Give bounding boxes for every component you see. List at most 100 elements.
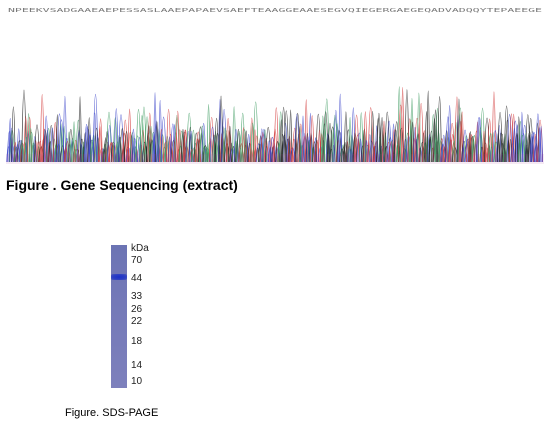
chromatogram-peak [433,109,438,163]
chromatogram-peak [64,141,71,163]
chromatogram-peak [530,131,536,163]
chromatogram-peak [33,136,37,163]
chromatogram-peak [129,132,135,163]
chromatogram-peak [261,128,267,163]
chromatogram-peak [353,114,360,163]
chromatogram-peak [122,119,128,163]
chromatogram-peak [437,96,442,163]
chromatogram-peak [8,118,12,163]
chromatogram-peak [288,147,295,163]
chromatogram-peak [73,139,79,163]
chromatogram-peak [43,115,49,163]
chromatogram-peak [214,118,219,163]
base-call-sequence: NPEEKVSADGAAEAEPESSASLAAEPAPAEVSAEFTEAAG… [8,8,542,14]
chromatogram-peak [367,107,374,163]
chromatogram-peak [338,93,343,163]
chromatogram-peak [304,99,308,163]
chromatogram-peak [329,126,336,163]
chromatogram-peak [253,129,257,163]
chromatogram-peak [375,125,379,163]
chromatogram-peak [483,138,487,163]
chromatogram-peak [483,142,488,163]
chromatogram-peak [468,131,473,163]
chromatogram-peak [62,95,67,163]
chromatogram-peak [139,115,145,163]
chromatogram-peak [359,112,364,163]
chromatogram-peak [511,113,516,163]
chromatogram-peak [125,146,131,163]
chromatogram-peak [498,132,504,163]
gel-lane [111,245,127,388]
chromatogram-peak [84,125,90,163]
chromatogram-peak [358,138,363,163]
chromatogram-peak [98,118,103,163]
chromatogram-peak [228,125,232,163]
chromatogram-peak [532,134,538,163]
marker-label-22: 22 [131,316,143,327]
chromatogram-peak [221,109,227,163]
chromatogram-peak [55,114,60,163]
chromatogram-peak [477,127,484,163]
chromatogram-peak [426,90,430,163]
chromatogram-peak [178,145,183,163]
chromatogram-trace-plot: NPEEKVSADGAAEAEPESSASLAAEPAPAEVSAEFTEAAG… [6,8,544,164]
chromatogram-peak [342,142,348,163]
chromatogram-peak [325,133,330,163]
gel-figure-caption: Figure. SDS-PAGE [65,407,159,419]
marker-label-33: 33 [131,291,143,302]
chromatogram-peak [208,117,215,163]
marker-label-14: 14 [131,360,143,371]
chromatogram-peak [148,126,154,163]
chromatogram-peak [458,120,464,163]
chromatogram-peak [8,127,14,163]
chromatogram-peak [47,142,51,163]
chromatogram-peak [88,133,92,163]
chromatogram-peak [518,121,523,163]
chromatogram-baseline [6,154,544,164]
chromatogram-peak [232,106,237,163]
chromatogram-peak [21,89,27,163]
chromatogram-peak [119,128,126,163]
chromatogram-peak [233,128,239,163]
chromatogram-peak [159,128,164,163]
chromatogram-peak [111,142,117,163]
chromatogram-peak [327,123,333,163]
chromatogram-peak [18,139,24,163]
chromatogram-peak [461,140,467,163]
chromatogram-peak [343,111,348,163]
chromatogram-peak [430,114,436,163]
chromatogram-peak [13,147,20,163]
chromatogram-peak [435,108,440,163]
chromatogram-peak [144,116,150,163]
chromatogram-peak [78,96,82,163]
chromatogram-peak [506,113,513,163]
chromatogram-peak [505,120,510,163]
chromatogram-peak [392,129,397,163]
marker-label-18: 18 [131,336,143,347]
chromatogram-peak [110,141,116,163]
chromatogram-peak [46,128,52,163]
sequencing-chromatogram: NPEEKVSADGAAEAEPESSASLAAEPAPAEVSAEFTEAAG… [6,4,544,164]
chromatogram-peak [160,116,167,163]
chromatogram-peak [405,132,410,163]
chromatogram-peak [89,139,95,163]
protein-band [111,274,127,280]
chromatogram-peak [410,97,414,163]
chromatogram-peak [397,86,402,163]
chromatogram-peak [509,113,514,163]
chromatogram-peak [108,142,114,163]
marker-label-70: 70 [131,255,143,266]
chromatogram-peak [386,121,392,163]
chromatogram-peak [254,135,260,163]
chromatogram-peak [427,134,432,163]
chromatogram-peak [249,117,254,163]
chromatogram-peak [378,146,384,163]
marker-label-44: 44 [131,273,143,284]
chromatogram-peak [273,107,279,163]
chromatogram-peak [223,130,229,163]
chromatogram-peak [160,134,166,163]
chromatogram-peak [535,113,541,163]
chromatogram-peak [401,146,406,163]
chromatogram-peak [356,132,362,163]
chromatogram-peak [114,108,119,163]
